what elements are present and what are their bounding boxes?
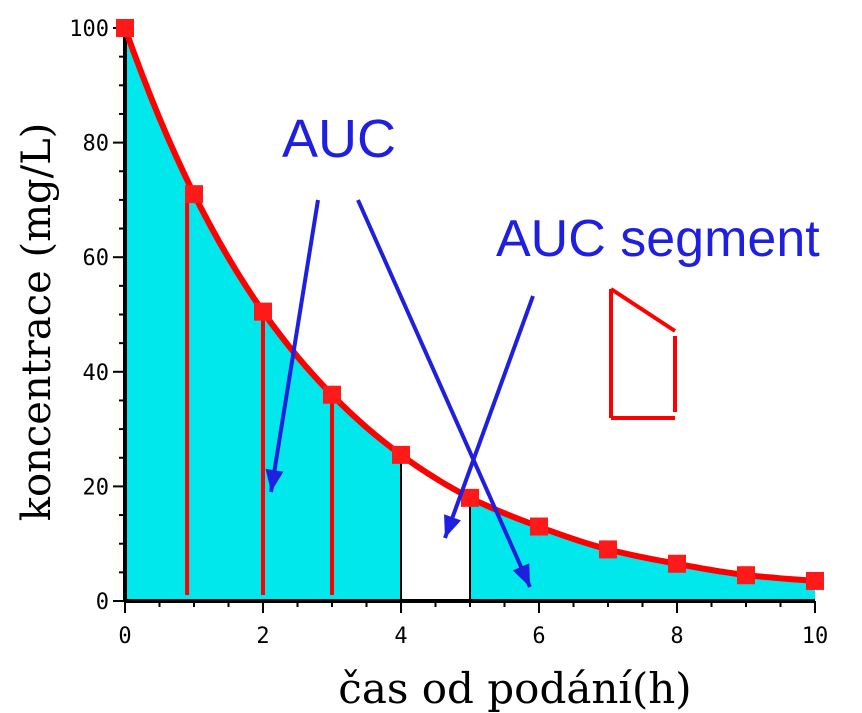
data-point-marker xyxy=(185,185,203,204)
segment-shape-icon xyxy=(609,287,677,420)
x-axis-label: čas od podání(h) xyxy=(338,664,691,713)
data-point-marker xyxy=(116,19,134,37)
marker-layer xyxy=(116,19,824,590)
auc-arrow-left-head xyxy=(265,468,284,492)
auc-segment-arrow xyxy=(443,295,535,539)
data-point-marker xyxy=(530,517,548,536)
auc-arrow-right-head xyxy=(512,563,530,587)
auc-segment-annotation: AUC segment xyxy=(496,210,820,268)
x-tick-label: 2 xyxy=(256,624,269,649)
data-point-marker xyxy=(599,540,617,559)
segment-shape-top xyxy=(609,287,677,333)
x-tick-label: 8 xyxy=(670,624,683,649)
data-point-marker xyxy=(668,554,686,573)
data-point-marker xyxy=(461,488,479,507)
y-axis-label: koncentrace (mg/L) xyxy=(14,123,60,522)
y-tick-label: 100 xyxy=(69,17,109,42)
data-point-marker xyxy=(392,445,410,464)
data-point-marker xyxy=(737,566,755,585)
annotation-arrows xyxy=(265,199,535,588)
y-tick-label: 40 xyxy=(83,361,110,386)
data-point-marker xyxy=(323,385,341,404)
auc-annotation: AUC xyxy=(282,109,396,169)
auc-segment-arrow-head xyxy=(444,514,461,538)
x-tick-label: 4 xyxy=(394,624,407,649)
axes: 0 20 40 60 80 100 0 2 4 6 8 10 xyxy=(69,17,828,649)
x-tick-label: 0 xyxy=(118,624,131,649)
y-tick-label: 0 xyxy=(96,590,109,615)
auc-arrow-left xyxy=(269,199,320,493)
auc-area-1 xyxy=(470,497,815,601)
x-tick-label: 6 xyxy=(532,624,545,649)
data-point-marker xyxy=(806,571,824,590)
y-tick-label: 60 xyxy=(83,246,110,271)
auc-arrow-right xyxy=(356,199,532,588)
data-point-marker xyxy=(254,302,272,321)
x-tick-label: 10 xyxy=(802,624,829,649)
y-tick-label: 20 xyxy=(83,475,110,500)
vertical-lines-layer xyxy=(185,194,471,601)
y-tick-label: 80 xyxy=(83,132,110,157)
